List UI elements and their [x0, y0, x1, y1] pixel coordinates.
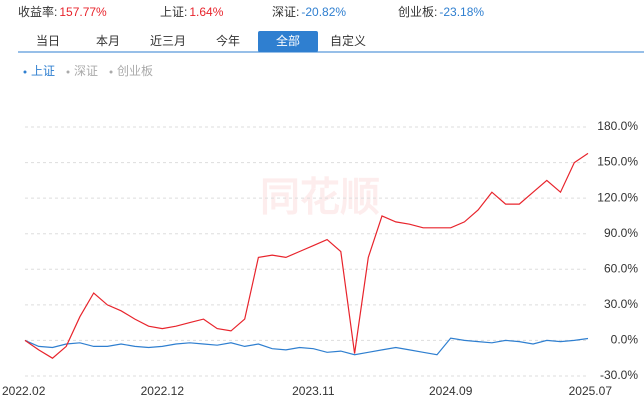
x-tick-label: 2025.07	[569, 384, 613, 398]
x-tick-label: 2024.09	[429, 384, 473, 398]
y-tick-label: 180.0%	[597, 119, 638, 133]
y-tick-label: 30.0%	[604, 297, 638, 311]
y-tick-label: 60.0%	[604, 261, 638, 275]
y-tick-label: 0.0%	[611, 333, 639, 347]
summary-label: 收益率:	[18, 4, 57, 19]
tab[interactable]: 本月	[96, 34, 120, 48]
series-line	[24, 152, 589, 359]
tab-active-bg	[258, 31, 318, 52]
summary-value: -23.18%	[439, 5, 484, 19]
legend-dot	[66, 70, 70, 74]
y-tick-label: 150.0%	[597, 155, 638, 169]
y-tick-label: 90.0%	[604, 226, 638, 240]
legend-entry[interactable]: 深证	[74, 64, 98, 78]
summary-label: 创业板:	[398, 5, 437, 19]
y-tick-label: 120.0%	[597, 190, 638, 204]
summary-value: 157.77%	[59, 5, 107, 19]
tab[interactable]: 今年	[216, 33, 240, 48]
tab[interactable]: 近三月	[150, 34, 186, 48]
tab[interactable]: 当日	[36, 34, 60, 48]
legend-entry[interactable]: 创业板	[117, 64, 153, 78]
series-line	[24, 337, 589, 356]
watermark: 同花顺	[260, 176, 380, 220]
legend-dot	[23, 70, 27, 74]
y-tick-label: -30.0%	[600, 368, 638, 382]
x-tick-label: 2022.12	[141, 384, 185, 398]
tab[interactable]: 自定义	[330, 33, 366, 48]
summary-label: 上证:	[160, 5, 187, 19]
legend-entry[interactable]: 上证	[31, 64, 55, 78]
x-tick-label: 2023.11	[292, 384, 335, 398]
x-tick-label: 2022.02	[2, 384, 46, 398]
tab[interactable]: 全部	[276, 33, 300, 48]
summary-label: 深证:	[272, 5, 299, 19]
summary-value: -20.82%	[301, 5, 346, 19]
legend-dot	[109, 70, 113, 74]
summary-value: 1.64%	[189, 5, 223, 19]
